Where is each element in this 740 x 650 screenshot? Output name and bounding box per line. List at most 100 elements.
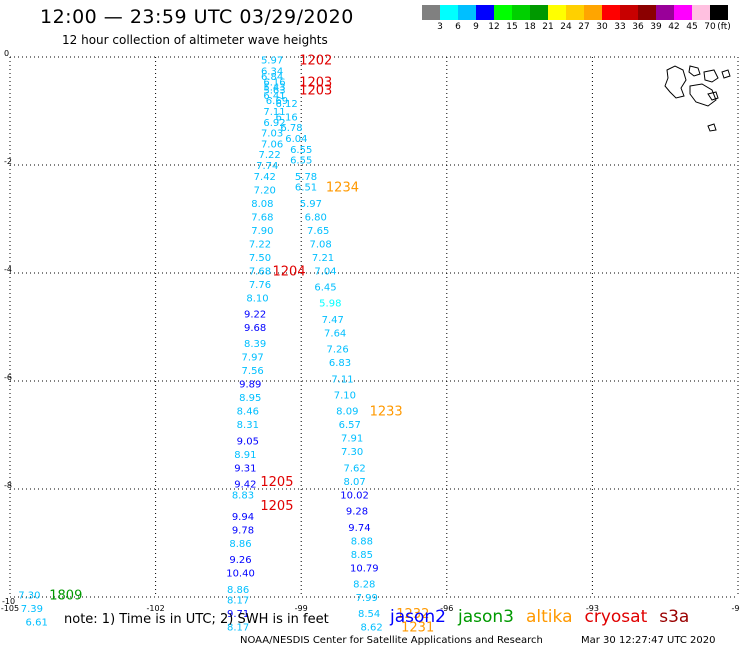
credit-line: NOAA/NESDIS Center for Satellite Applica…: [240, 635, 543, 646]
swh-value: 9.26: [229, 555, 251, 566]
swh-value: 9.05: [237, 436, 259, 447]
swh-value: 7.90: [251, 226, 273, 237]
island-outline: [707, 123, 717, 132]
swh-value: 5.98: [319, 299, 341, 310]
swh-value: 7.08: [309, 239, 331, 250]
swh-value: 8.17: [227, 596, 249, 607]
pass-time-label: 1204: [273, 264, 306, 279]
swh-value: 6.45: [314, 283, 336, 294]
color-swatch: [566, 5, 584, 20]
swh-value: 7.11: [263, 107, 285, 118]
page-subtitle: 12 hour collection of altimeter wave hei…: [62, 33, 328, 47]
swh-value: 7.91: [341, 434, 363, 445]
color-swatch: [656, 5, 674, 20]
swh-value: 7.65: [307, 226, 329, 237]
swh-value: 10.79: [350, 563, 379, 574]
swh-value: 7.06: [261, 139, 283, 150]
swh-value: 5.97: [300, 199, 322, 210]
swh-value: 8.86: [229, 539, 251, 550]
swh-value: 6.57: [339, 420, 361, 431]
swh-value: 5.78: [295, 172, 317, 183]
color-scale-label: 18: [524, 22, 536, 32]
swh-value: 8.17: [227, 623, 249, 634]
swh-value: 8.85: [351, 550, 373, 561]
galapagos-coastline: [664, 65, 731, 132]
swh-value: 8.07: [343, 477, 365, 488]
swh-value: 8.86: [227, 585, 249, 596]
swh-value: 8.31: [237, 420, 259, 431]
color-swatch: [620, 5, 638, 20]
swh-value: 9.42: [234, 480, 256, 491]
swh-value: 7.99: [356, 593, 378, 604]
swh-value: 7.22: [249, 239, 271, 250]
swh-value: 7.11: [331, 374, 353, 385]
swh-value: 8.88: [351, 536, 373, 547]
swh-value: 7.68: [249, 266, 271, 277]
x-tick-label: -93: [586, 604, 599, 613]
pass-time-label: 1202: [299, 54, 332, 69]
swh-value: 6.69: [266, 96, 288, 107]
footer-note: note: 1) Time is in UTC; 2) SWH is in fe…: [64, 612, 329, 627]
swh-value: 7.39: [21, 604, 43, 615]
swh-value: 7.76: [249, 280, 271, 291]
pass-time-label: 1233: [370, 405, 403, 420]
swh-value: 7.64: [324, 328, 346, 339]
swh-value: 9.94: [232, 512, 254, 523]
color-scale-label: 70: [704, 22, 716, 32]
pass-time-label: 1809: [49, 588, 82, 603]
color-swatch: [494, 5, 512, 20]
swh-value: 7.30: [341, 447, 363, 458]
swh-value: 9.71: [227, 609, 249, 620]
color-scale-label: 33: [614, 22, 626, 32]
swh-value: 7.62: [343, 463, 365, 474]
swh-value: 6.83: [329, 358, 351, 369]
swh-value: 6.04: [285, 134, 307, 145]
pass-time-label: 1234: [326, 181, 359, 196]
color-scale-label: 24: [560, 22, 572, 32]
swh-value: 6.78: [280, 123, 302, 134]
swh-value: 9.89: [239, 380, 261, 391]
y-tick-label: -10: [2, 597, 15, 606]
swh-value: 7.10: [334, 391, 356, 402]
swh-value: 10.02: [340, 490, 369, 501]
pass-time-label: 1232: [396, 607, 429, 622]
swh-value: 6.34: [261, 67, 283, 78]
swh-value: 7.21: [312, 253, 334, 264]
swh-value: 9.78: [232, 526, 254, 537]
color-swatch: [422, 5, 440, 20]
swh-value: 7.30: [18, 590, 40, 601]
color-swatch: [440, 5, 458, 20]
y-tick-label: 0: [4, 49, 9, 58]
legend-s3a: s3a: [659, 607, 690, 627]
swh-value: 8.54: [358, 609, 380, 620]
swh-value: 6.55: [290, 156, 312, 167]
swh-value: 6.92: [263, 118, 285, 129]
x-tick-label: -102: [147, 604, 165, 613]
color-swatch: [692, 5, 710, 20]
pass-time-label: 1205: [260, 475, 293, 490]
swh-value: 9.22: [244, 310, 266, 321]
color-swatch: [458, 5, 476, 20]
legend-altika: altika: [526, 607, 573, 627]
generated-timestamp: Mar 30 12:27:47 UTC 2020: [581, 635, 716, 646]
color-scale-label: 12: [488, 22, 500, 32]
pass-time-label: 1205: [260, 499, 293, 514]
island-outline: [707, 91, 719, 101]
swh-value: 7.22: [259, 150, 281, 161]
pass-time-label: 1203: [299, 75, 332, 90]
swh-value: 6.16: [276, 112, 298, 123]
color-swatch: [638, 5, 656, 20]
color-scale-label: 27: [578, 22, 590, 32]
swh-value: 5.97: [261, 56, 283, 67]
swh-value: 8.39: [244, 339, 266, 350]
island-outline: [703, 69, 719, 83]
swh-value: 6.16: [263, 77, 285, 88]
swh-value: 8.62: [360, 623, 382, 634]
swh-value: 8.95: [239, 393, 261, 404]
map-grid: [9, 56, 739, 598]
swh-value: 7.74: [256, 161, 278, 172]
swh-value: 8.83: [232, 490, 254, 501]
color-scale-label: 39: [650, 22, 662, 32]
color-swatch: [548, 5, 566, 20]
